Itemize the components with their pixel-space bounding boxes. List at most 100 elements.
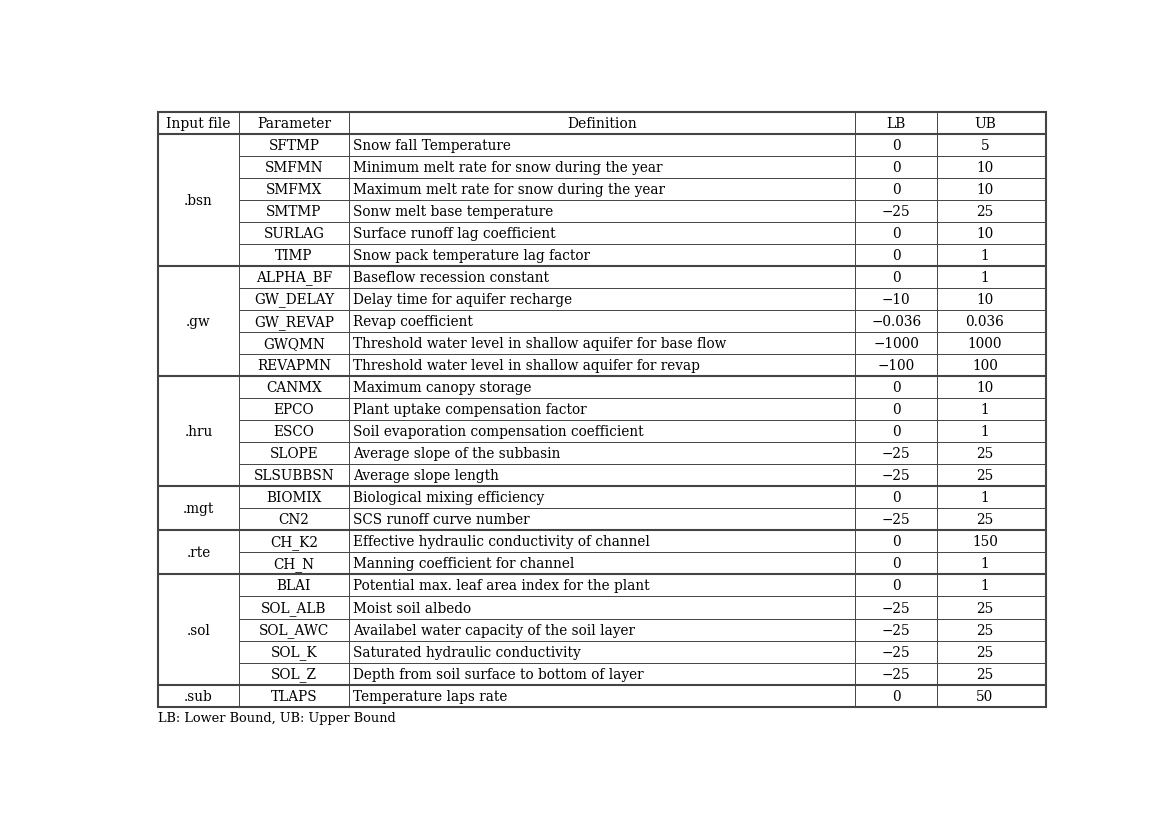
- Text: Saturated hydraulic conductivity: Saturated hydraulic conductivity: [353, 645, 581, 659]
- Text: .bsn: .bsn: [184, 194, 212, 208]
- Text: .hru: .hru: [184, 425, 212, 438]
- Text: 1: 1: [980, 270, 990, 284]
- Text: Depth from soil surface to bottom of layer: Depth from soil surface to bottom of lay…: [353, 667, 643, 681]
- Text: SLOPE: SLOPE: [270, 447, 318, 461]
- Text: −25: −25: [882, 645, 910, 659]
- Text: SCS runoff curve number: SCS runoff curve number: [353, 513, 529, 527]
- Text: Snow fall Temperature: Snow fall Temperature: [353, 139, 511, 153]
- Text: 1: 1: [980, 490, 990, 504]
- Text: 0: 0: [892, 139, 900, 153]
- Text: Snow pack temperature lag factor: Snow pack temperature lag factor: [353, 249, 591, 263]
- Text: LB: LB: [886, 117, 906, 131]
- Text: 10: 10: [977, 293, 993, 307]
- Text: 10: 10: [977, 380, 993, 394]
- Text: SMFMN: SMFMN: [264, 160, 323, 174]
- Text: −25: −25: [882, 600, 910, 614]
- Text: .mgt: .mgt: [183, 502, 214, 516]
- Text: .gw: .gw: [187, 315, 211, 328]
- Text: GW_REVAP: GW_REVAP: [254, 314, 333, 329]
- Text: Maximum canopy storage: Maximum canopy storage: [353, 380, 532, 394]
- Text: 0: 0: [892, 227, 900, 241]
- Text: −25: −25: [882, 623, 910, 637]
- Text: Maximum melt rate for snow during the year: Maximum melt rate for snow during the ye…: [353, 183, 666, 197]
- Text: ESCO: ESCO: [274, 425, 315, 438]
- Text: 1: 1: [980, 579, 990, 593]
- Text: Potential max. leaf area index for the plant: Potential max. leaf area index for the p…: [353, 579, 650, 593]
- Text: −25: −25: [882, 204, 910, 218]
- Text: .rte: .rte: [187, 546, 210, 560]
- Text: SOL_K: SOL_K: [270, 644, 317, 659]
- Text: 0.036: 0.036: [965, 315, 1004, 328]
- Text: 5: 5: [980, 139, 990, 153]
- Text: Baseflow recession constant: Baseflow recession constant: [353, 270, 549, 284]
- Text: CANMX: CANMX: [266, 380, 322, 394]
- Text: SOL_AWC: SOL_AWC: [258, 623, 329, 638]
- Text: TLAPS: TLAPS: [271, 689, 317, 703]
- Text: 25: 25: [977, 645, 993, 659]
- Text: −25: −25: [882, 469, 910, 483]
- Text: Moist soil albedo: Moist soil albedo: [353, 600, 471, 614]
- Text: Minimum melt rate for snow during the year: Minimum melt rate for snow during the ye…: [353, 160, 662, 174]
- Text: SMFMX: SMFMX: [265, 183, 322, 197]
- Text: 25: 25: [977, 623, 993, 637]
- Text: 10: 10: [977, 227, 993, 241]
- Text: CH_K2: CH_K2: [270, 534, 318, 549]
- Text: Sonw melt base temperature: Sonw melt base temperature: [353, 204, 553, 218]
- Text: 0: 0: [892, 557, 900, 571]
- Text: CN2: CN2: [278, 513, 310, 527]
- Text: 50: 50: [977, 689, 993, 703]
- Text: Biological mixing efficiency: Biological mixing efficiency: [353, 490, 545, 504]
- Text: 0: 0: [892, 403, 900, 417]
- Text: 100: 100: [972, 359, 998, 373]
- Text: −10: −10: [882, 293, 910, 307]
- Text: −25: −25: [882, 667, 910, 681]
- Text: 0: 0: [892, 425, 900, 438]
- Text: 0: 0: [892, 535, 900, 549]
- Text: 25: 25: [977, 469, 993, 483]
- Text: 10: 10: [977, 183, 993, 197]
- Text: Plant uptake compensation factor: Plant uptake compensation factor: [353, 403, 587, 417]
- Text: Parameter: Parameter: [257, 117, 331, 131]
- Text: 10: 10: [977, 160, 993, 174]
- Text: 1: 1: [980, 249, 990, 263]
- Text: 0: 0: [892, 689, 900, 703]
- Text: −1000: −1000: [873, 337, 919, 351]
- Text: LB: Lower Bound, UB: Upper Bound: LB: Lower Bound, UB: Upper Bound: [157, 711, 396, 724]
- Text: GW_DELAY: GW_DELAY: [254, 292, 333, 307]
- Text: 0: 0: [892, 160, 900, 174]
- Text: .sub: .sub: [184, 689, 212, 703]
- Text: 0: 0: [892, 380, 900, 394]
- Text: Average slope length: Average slope length: [353, 469, 499, 483]
- Text: Soil evaporation compensation coefficient: Soil evaporation compensation coefficien…: [353, 425, 643, 438]
- Text: EPCO: EPCO: [274, 403, 315, 417]
- Text: 25: 25: [977, 204, 993, 218]
- Text: SOL_ALB: SOL_ALB: [261, 600, 326, 615]
- Text: 1: 1: [980, 403, 990, 417]
- Text: UB: UB: [974, 117, 996, 131]
- Text: Surface runoff lag coefficient: Surface runoff lag coefficient: [353, 227, 555, 241]
- Text: TIMP: TIMP: [275, 249, 312, 263]
- Text: SURLAG: SURLAG: [263, 227, 324, 241]
- Text: 1: 1: [980, 557, 990, 571]
- Text: .sol: .sol: [187, 623, 210, 637]
- Text: 0: 0: [892, 249, 900, 263]
- Text: Availabel water capacity of the soil layer: Availabel water capacity of the soil lay…: [353, 623, 635, 637]
- Text: Input file: Input file: [167, 117, 231, 131]
- Text: 1: 1: [980, 425, 990, 438]
- Text: −100: −100: [877, 359, 915, 373]
- Text: Delay time for aquifer recharge: Delay time for aquifer recharge: [353, 293, 573, 307]
- Text: 150: 150: [972, 535, 998, 549]
- Text: SLSUBBSN: SLSUBBSN: [254, 469, 335, 483]
- Text: REVAPMN: REVAPMN: [257, 359, 331, 373]
- Text: Temperature laps rate: Temperature laps rate: [353, 689, 507, 703]
- Text: SFTMP: SFTMP: [269, 139, 319, 153]
- Text: 25: 25: [977, 447, 993, 461]
- Text: 0: 0: [892, 579, 900, 593]
- Text: −25: −25: [882, 447, 910, 461]
- Text: Threshold water level in shallow aquifer for revap: Threshold water level in shallow aquifer…: [353, 359, 700, 373]
- Text: −0.036: −0.036: [871, 315, 922, 328]
- Text: 25: 25: [977, 513, 993, 527]
- Text: Effective hydraulic conductivity of channel: Effective hydraulic conductivity of chan…: [353, 535, 650, 549]
- Text: Definition: Definition: [567, 117, 636, 131]
- Text: BIOMIX: BIOMIX: [266, 490, 322, 504]
